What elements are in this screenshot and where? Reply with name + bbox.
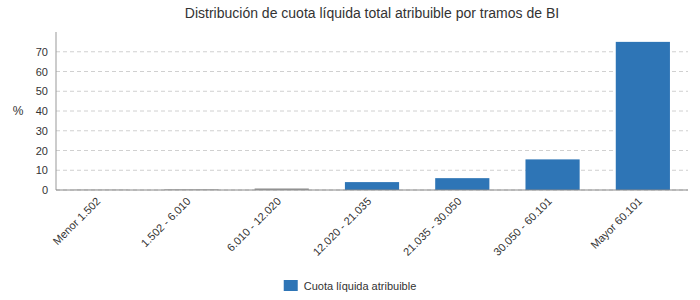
bar bbox=[345, 182, 399, 190]
x-tick-label: Menor 1.502 bbox=[50, 195, 102, 247]
grid bbox=[56, 52, 688, 190]
grid-line bbox=[56, 71, 688, 72]
grid-line bbox=[56, 130, 688, 131]
y-tick-label: 60 bbox=[36, 66, 48, 78]
grid-line bbox=[56, 111, 688, 112]
y-axis-label: % bbox=[13, 104, 24, 118]
x-tick-label: 12.020 - 21.035 bbox=[310, 195, 373, 258]
grid-line bbox=[56, 150, 688, 151]
y-tick-label: 10 bbox=[36, 164, 48, 176]
legend-swatch bbox=[284, 280, 298, 291]
x-tick-label: 6.010 - 12.020 bbox=[224, 195, 283, 254]
x-tick-label: 1.502 - 6.010 bbox=[139, 195, 193, 249]
y-tick-label: 30 bbox=[36, 125, 48, 137]
chart-container: Distribución de cuota líquida total atri… bbox=[0, 0, 700, 300]
bars bbox=[74, 42, 670, 190]
y-tick-label: 20 bbox=[36, 145, 48, 157]
grid-line bbox=[56, 170, 688, 171]
legend: Cuota líquida atribuible bbox=[284, 280, 417, 292]
legend-label: Cuota líquida atribuible bbox=[304, 280, 417, 292]
y-tick-label: 0 bbox=[42, 184, 48, 196]
y-tick-label: 50 bbox=[36, 85, 48, 97]
bar bbox=[616, 42, 670, 190]
y-axis-line bbox=[56, 32, 57, 190]
grid-line bbox=[56, 190, 688, 191]
grid-line bbox=[56, 51, 688, 52]
bar bbox=[525, 159, 579, 190]
x-tick-label: Mayor 60.101 bbox=[588, 195, 644, 251]
y-tick-label: 40 bbox=[36, 105, 48, 117]
grid-line bbox=[56, 91, 688, 92]
bar bbox=[435, 178, 489, 190]
y-tick-label: 70 bbox=[36, 46, 48, 58]
x-tick-label: 21.035 - 30.050 bbox=[401, 195, 464, 258]
chart-svg: Distribución de cuota líquida total atri… bbox=[0, 0, 700, 300]
x-tick-label: 30.050 - 60.101 bbox=[491, 195, 554, 258]
x-axis-line bbox=[56, 190, 688, 191]
title: Distribución de cuota líquida total atri… bbox=[185, 5, 559, 21]
